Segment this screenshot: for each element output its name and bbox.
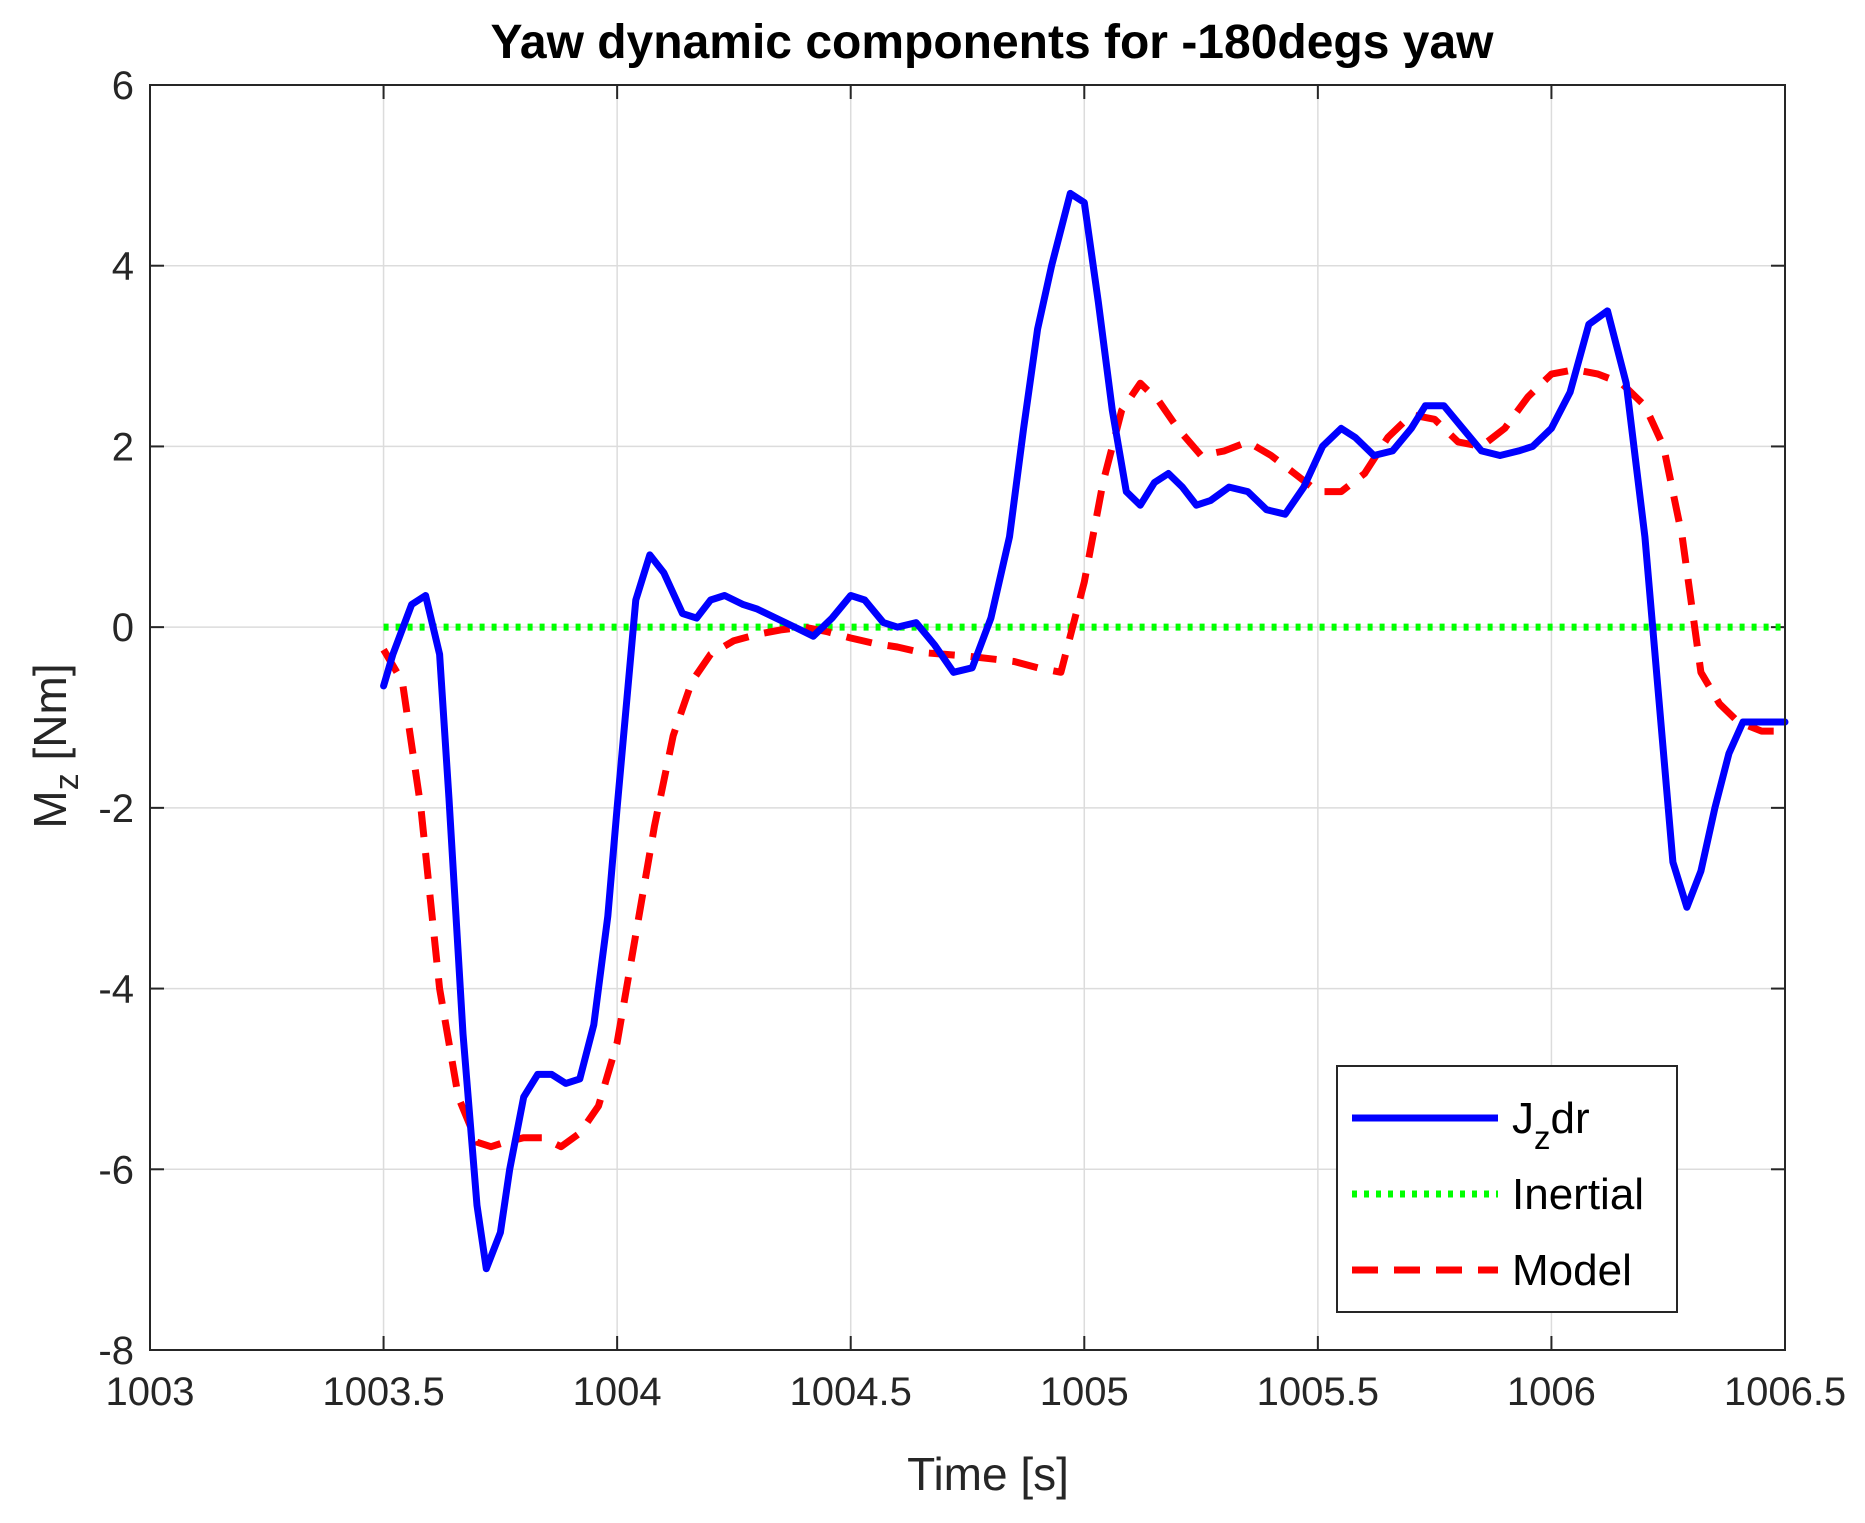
legend-box <box>1336 1065 1678 1313</box>
y-tick-label: -4 <box>98 968 134 1012</box>
legend-label-tail: dr <box>1551 1094 1590 1143</box>
y-axis-label-unit: [Nm] <box>24 663 76 773</box>
legend-label: Jzdr <box>1512 1094 1590 1156</box>
axes: 1003 1003.5 1004 1004.5 1005 1005.5 1006 1006.5… <box>98 64 1846 1414</box>
y-tick-label: 4 <box>112 245 134 289</box>
legend-label-sub: z <box>1534 1119 1551 1156</box>
y-tick-label: 6 <box>112 64 134 108</box>
x-tick-label: 1006 <box>1507 1370 1596 1414</box>
y-axis-label-main: M <box>24 790 76 828</box>
legend-label-main: Model <box>1512 1246 1632 1295</box>
chart-title: Yaw dynamic components for -180degs yaw <box>491 16 1495 69</box>
x-tick-label: 1003.5 <box>322 1370 444 1414</box>
y-tick-label: 2 <box>112 425 134 469</box>
x-tick-label: 1003 <box>106 1370 195 1414</box>
legend-label-main: J <box>1512 1094 1534 1143</box>
legend-label-main: Inertial <box>1512 1170 1644 1219</box>
y-tick-label: -6 <box>98 1148 134 1192</box>
x-tick-label: 1004 <box>573 1370 662 1414</box>
x-tick-label: 1005.5 <box>1257 1370 1379 1414</box>
x-axis-label: Time [s] <box>907 1448 1069 1500</box>
y-tick-label: -8 <box>98 1329 134 1373</box>
series-layer <box>380 189 1789 1273</box>
plot-frame <box>149 84 1786 1351</box>
series-line-j-z-dr <box>380 189 1789 1273</box>
y-axis-label: Mz [Nm] <box>24 663 86 828</box>
x-tick-label: 1004.5 <box>790 1370 912 1414</box>
y-tick-label: -2 <box>98 787 134 831</box>
y-axis-label-sub: z <box>48 773 86 790</box>
legend-label: Model <box>1512 1246 1632 1295</box>
x-tick-label: 1005 <box>1040 1370 1129 1414</box>
x-tick-label: 1006.5 <box>1724 1370 1846 1414</box>
series-line-model <box>380 366 1785 1151</box>
y-tick-label: 0 <box>112 606 134 650</box>
legend: Jzdr Inertial Model <box>1336 1065 1678 1313</box>
legend-label: Inertial <box>1512 1170 1644 1219</box>
